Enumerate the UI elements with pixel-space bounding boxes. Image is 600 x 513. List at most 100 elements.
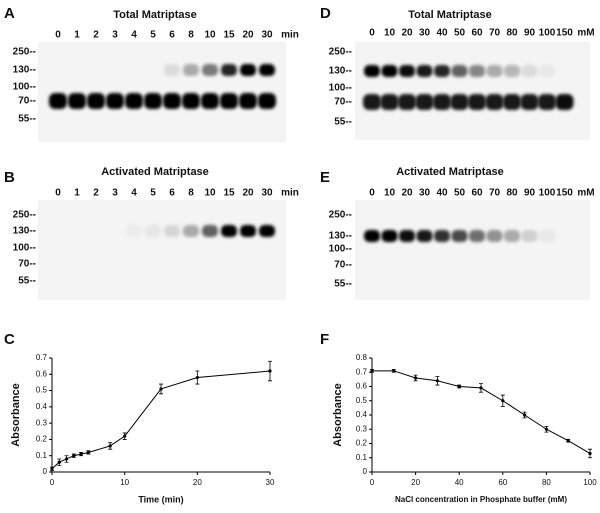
- band: [240, 64, 256, 76]
- y-tick-label: 0.8: [356, 353, 368, 362]
- band: [125, 93, 143, 109]
- band-lane: [380, 65, 399, 110]
- data-point: [544, 427, 549, 431]
- band-lane: [259, 225, 275, 237]
- band: [381, 65, 398, 77]
- band: [504, 65, 520, 77]
- lane-label: 20: [401, 188, 413, 199]
- mw-marker: 100--: [329, 244, 352, 255]
- data-point: [523, 413, 527, 417]
- band: [258, 93, 276, 109]
- band-lane: [106, 93, 124, 109]
- blot-title: Total Matriptase: [113, 9, 197, 21]
- mw-marker: 100--: [13, 243, 36, 254]
- y-tick-label: 0.1: [356, 453, 368, 462]
- y-tick-label: 0.5: [356, 396, 368, 405]
- band: [144, 93, 162, 109]
- band-lane: [145, 225, 161, 237]
- band: [504, 230, 520, 242]
- lane-label: 8: [188, 30, 194, 41]
- y-tick-label: 0.1: [36, 451, 48, 460]
- band: [380, 94, 399, 110]
- lane-label: 5: [150, 30, 156, 41]
- band: [363, 94, 381, 110]
- x-tick-label: 0: [50, 478, 55, 487]
- band: [221, 64, 237, 76]
- y-axis-label: Absorbance: [10, 383, 22, 447]
- x-tick-label: 30: [266, 478, 275, 487]
- x-tick-label: 20: [411, 478, 420, 487]
- data-point: [57, 460, 61, 464]
- band: [469, 65, 485, 77]
- blot-background: [38, 200, 286, 300]
- unit-label: mM: [577, 188, 594, 199]
- band-lane: [416, 230, 433, 242]
- band: [485, 94, 504, 110]
- band-lane: [485, 65, 504, 110]
- band-lane: [201, 64, 219, 109]
- lane-label: 1: [74, 30, 80, 41]
- data-point: [268, 369, 272, 373]
- band-lane: [555, 94, 574, 110]
- lane-label: 15: [223, 30, 235, 41]
- band-lane: [521, 230, 538, 242]
- band: [433, 94, 451, 110]
- band-lane: [202, 225, 218, 237]
- panel-label: C: [4, 331, 15, 348]
- x-tick-label: 10: [120, 478, 129, 487]
- mw-marker: 130--: [329, 66, 352, 77]
- data-point: [370, 369, 374, 373]
- data-point: [123, 434, 127, 438]
- band-lane: [381, 230, 398, 242]
- band: [145, 225, 161, 237]
- band: [221, 225, 237, 237]
- band-lane: [399, 230, 415, 242]
- x-tick-label: 100: [583, 478, 597, 487]
- x-tick-label: 60: [498, 478, 507, 487]
- lane-label: 80: [506, 188, 518, 199]
- y-tick-label: 0.6: [36, 369, 48, 378]
- band-lane: [163, 64, 181, 109]
- mw-marker: 55--: [334, 117, 352, 128]
- band-lane: [434, 230, 450, 242]
- mw-marker: 70--: [18, 259, 36, 270]
- data-point: [392, 369, 396, 373]
- y-tick-label: 0.3: [356, 424, 368, 433]
- band-lane: [183, 225, 199, 237]
- x-tick-label: 0: [370, 478, 375, 487]
- lane-label: 60: [471, 188, 483, 199]
- mw-marker: 130--: [13, 226, 36, 237]
- lane-label: 2: [93, 30, 99, 41]
- band-lane: [240, 225, 256, 237]
- lane-label: 30: [261, 30, 273, 41]
- lane-label: 90: [524, 188, 536, 199]
- band: [239, 93, 257, 109]
- band: [106, 93, 124, 109]
- band-lane: [433, 65, 451, 110]
- band: [364, 65, 380, 77]
- data-point: [72, 454, 76, 458]
- band-lane: [415, 65, 434, 110]
- mw-marker: 100--: [13, 82, 36, 93]
- y-tick-label: 0.7: [36, 353, 48, 362]
- lane-label: 4: [131, 30, 137, 41]
- lane-label: 4: [131, 188, 137, 199]
- band: [520, 94, 539, 110]
- band: [486, 230, 503, 242]
- band-lane: [126, 225, 142, 237]
- band: [399, 65, 415, 77]
- band: [364, 230, 380, 242]
- data-point: [64, 457, 69, 461]
- data-point: [435, 379, 439, 383]
- mw-marker: 70--: [18, 96, 36, 107]
- band: [164, 225, 180, 237]
- lane-label: 70: [489, 188, 501, 199]
- mw-marker: 70--: [334, 260, 352, 271]
- band-lane: [125, 93, 143, 109]
- lane-label: 6: [169, 30, 175, 41]
- lane-label: 10: [204, 188, 216, 199]
- mw-marker: 100--: [329, 83, 352, 94]
- band-lane: [258, 64, 276, 109]
- lane-label: 5: [150, 188, 156, 199]
